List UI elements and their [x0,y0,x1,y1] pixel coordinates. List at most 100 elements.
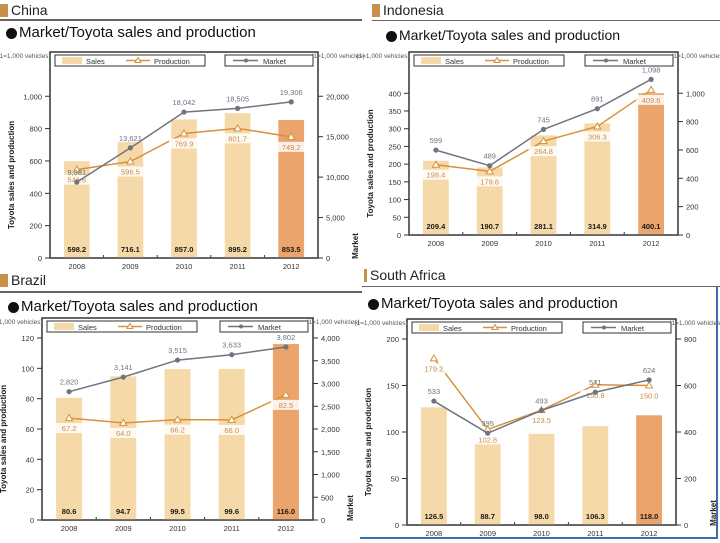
right-tick-label: 0 [684,521,688,530]
production-label-bg [222,133,253,144]
market-value-label: 571 [589,378,602,387]
production-value-label: 150.8 [586,391,605,400]
right-tick-label: 5,000 [326,214,345,223]
x-tick-label: 2011 [589,239,605,248]
production-label-bg [636,94,667,105]
left-tick-label: 100 [388,196,401,205]
bullet-icon [368,298,379,310]
left-tick-label: 0 [397,231,401,240]
legend-market-label: Market [258,323,282,332]
x-tick-label: 2009 [479,529,496,538]
market-value-label: 3,633 [222,341,241,350]
left-tick-label: 200 [388,160,401,169]
legend-market-marker-icon [239,324,243,329]
country-name: Brazil [11,272,47,288]
right-tick-label: 15,000 [326,133,349,142]
right-unit-label: (1=1,000 vehicles) [311,53,364,60]
left-tick-label: 350 [388,107,401,116]
sales-bar [218,368,245,520]
header-rule [362,286,720,287]
header-square-icon [364,268,367,282]
sales-bar [528,433,555,525]
country-name: South Africa [370,267,446,283]
production-label-bg [418,363,449,374]
market-value-label: 1,098 [642,65,661,74]
sales-value-label: 716.1 [121,245,140,254]
left-tick-label: 100 [386,428,399,437]
left-axis-title: Toyota sales and production [7,121,16,229]
sales-bar [278,119,305,258]
production-value-label: 306.3 [588,132,607,141]
right-tick-label: 800 [684,335,697,344]
header-square-icon [0,3,8,17]
left-tick-label: 0 [30,516,34,525]
production-value-label: 264.8 [534,147,553,156]
market-point [235,105,241,111]
right-tick-label: 1,000 [686,89,705,98]
sales-value-label: 895.2 [228,245,247,254]
market-point [283,344,289,350]
production-value-label: 801.7 [228,134,247,143]
market-point [431,398,437,404]
production-point [179,128,189,137]
market-point [74,179,80,185]
x-tick-label: 2010 [169,524,186,533]
market-value-label: 18,042 [173,98,196,107]
legend-production-marker-icon [491,323,499,330]
left-tick-label: 60 [26,425,34,434]
x-tick-label: 2009 [115,524,132,533]
chart-title-text: Market/Toyota sales and production [381,295,618,312]
market-value-label: 18,505 [226,94,249,103]
chart-title: Market/Toyota sales and production [8,298,258,315]
left-tick-label: 120 [21,334,34,343]
x-tick-label: 2010 [535,239,552,248]
legend-box-right [224,54,314,67]
legend-production-label: Production [513,57,549,66]
left-tick-label: 250 [388,142,401,151]
sales-value-label: 98.0 [534,512,549,521]
right-tick-label: 3,500 [321,357,340,366]
production-point [485,166,495,175]
market-point [288,99,294,105]
production-point [429,353,439,362]
right-tick-label: 200 [686,203,699,212]
production-value-label: 67.2 [62,424,77,433]
right-unit-label: (1=1,000 vehicles) [306,319,359,326]
panel-brazil: Brazil Market/Toyota sales and productio… [0,268,362,540]
production-label-bg [472,434,503,445]
right-tick-label: 2,500 [321,402,340,411]
market-point [487,163,493,169]
left-unit-label: (1=1,000 vehicles) [0,53,51,60]
market-point [66,389,72,395]
production-point [72,165,82,173]
market-point [120,374,126,380]
sales-value-label: 116.0 [277,507,295,516]
market-value-label: 533 [428,387,441,396]
legend-production-label: Production [511,324,547,333]
legend-production-marker-icon [134,56,142,63]
left-unit-label: (1=1,000 vehicles) [354,320,407,327]
production-value-label: 66.0 [224,426,239,435]
production-point [592,121,602,130]
left-tick-label: 150 [386,382,399,391]
right-tick-label: 20,000 [326,92,349,101]
production-point [118,418,128,426]
x-tick-label: 2012 [283,262,300,271]
right-tick-label: 1,000 [321,471,340,480]
x-tick-label: 2008 [68,262,85,271]
right-tick-label: 10,000 [326,173,349,182]
x-tick-label: 2010 [533,529,550,538]
x-tick-label: 2012 [641,529,658,538]
chart-indonesia: (1=1,000 vehicles) (1=1,000 vehicles) Sale… [356,51,720,248]
left-unit-label: (1=1,000 vehicles) [356,53,409,60]
market-point [594,106,600,112]
country-name: China [11,2,48,18]
legend-market-label: Market [621,324,645,333]
right-axis-title: Market [351,233,360,259]
right-axis-title: Market [709,500,718,526]
sales-bar [582,426,609,525]
sales-bar [420,407,447,525]
market-value-label: 489 [483,152,496,161]
panel-indonesia: Indonesia Market/Toyota sales and produc… [356,0,720,268]
x-tick-label: 2012 [643,239,660,248]
